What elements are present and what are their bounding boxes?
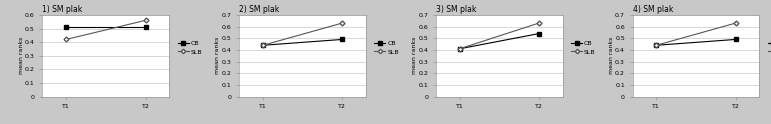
SLB bbox=[455, 48, 464, 49]
Legend: CB, SLB: CB, SLB bbox=[768, 41, 771, 55]
Y-axis label: mean ranks: mean ranks bbox=[608, 37, 614, 75]
CB bbox=[534, 33, 544, 34]
Legend: CB, SLB: CB, SLB bbox=[374, 41, 399, 55]
SLB bbox=[62, 39, 71, 40]
Line: SLB: SLB bbox=[261, 21, 344, 47]
SLB bbox=[258, 45, 268, 46]
SLB bbox=[141, 20, 150, 21]
Y-axis label: mean ranks: mean ranks bbox=[412, 37, 417, 75]
CB bbox=[338, 39, 347, 40]
CB bbox=[258, 45, 268, 46]
CB bbox=[141, 26, 150, 28]
Line: CB: CB bbox=[655, 38, 737, 47]
Text: 2) SM plak: 2) SM plak bbox=[239, 5, 279, 14]
Line: SLB: SLB bbox=[65, 19, 147, 41]
CB bbox=[731, 39, 740, 40]
Text: 3) SM plak: 3) SM plak bbox=[436, 5, 476, 14]
SLB bbox=[534, 22, 544, 24]
Legend: CB, SLB: CB, SLB bbox=[177, 41, 202, 55]
SLB bbox=[731, 22, 740, 24]
Text: 4) SM plak: 4) SM plak bbox=[632, 5, 673, 14]
SLB bbox=[338, 22, 347, 24]
Line: SLB: SLB bbox=[458, 21, 540, 50]
Line: CB: CB bbox=[458, 32, 540, 50]
CB bbox=[62, 26, 71, 28]
CB bbox=[455, 48, 464, 49]
Text: 1) SM plak: 1) SM plak bbox=[42, 5, 82, 14]
Y-axis label: mean ranks: mean ranks bbox=[215, 37, 221, 75]
Legend: CB, SLB: CB, SLB bbox=[571, 41, 596, 55]
Line: CB: CB bbox=[65, 25, 147, 29]
Line: CB: CB bbox=[261, 38, 344, 47]
Y-axis label: mean ranks: mean ranks bbox=[19, 37, 23, 75]
SLB bbox=[651, 45, 661, 46]
CB bbox=[651, 45, 661, 46]
Line: SLB: SLB bbox=[655, 21, 737, 47]
